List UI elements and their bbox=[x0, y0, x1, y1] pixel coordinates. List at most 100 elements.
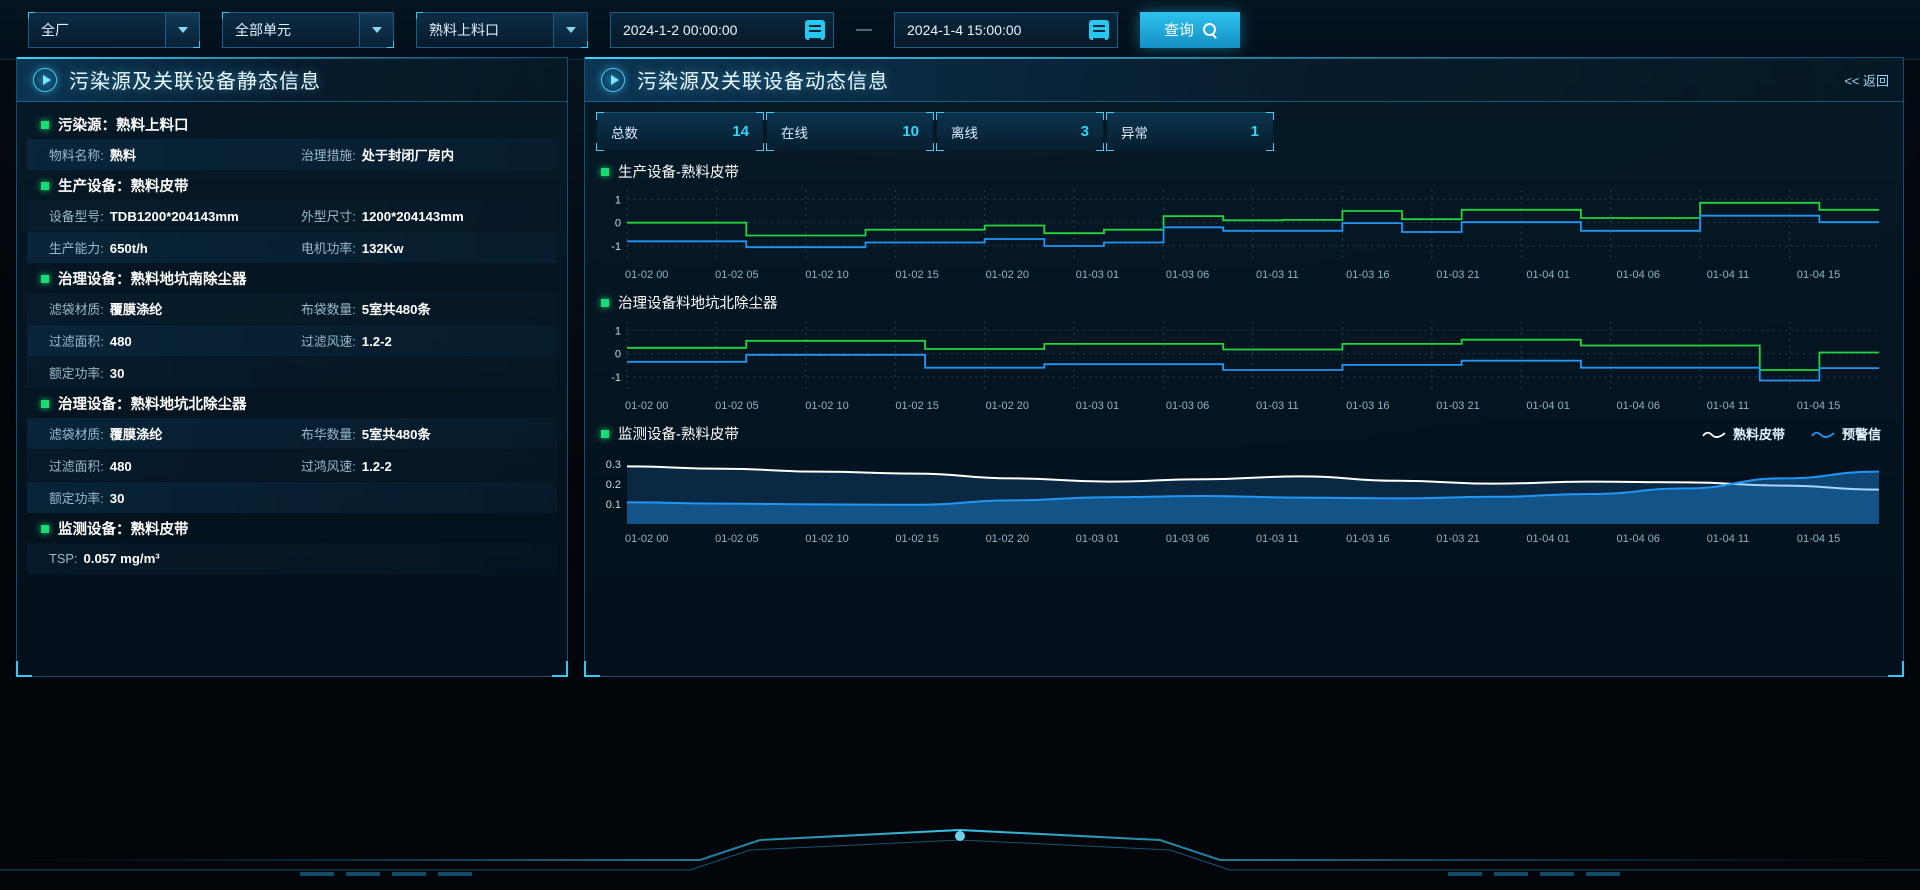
legend-item[interactable]: 熟料皮带 bbox=[1702, 424, 1785, 443]
x-tick-label: 01-03 11 bbox=[1255, 400, 1299, 412]
source-select-value: 熟料上料口 bbox=[429, 21, 499, 38]
y-tick-label: -1 bbox=[611, 241, 621, 253]
field-label: TSP: bbox=[49, 551, 78, 566]
x-tick-label: 01-02 20 bbox=[985, 533, 1029, 545]
x-tick-label: 01-03 11 bbox=[1255, 269, 1299, 281]
chart-block: 治理设备料地坑北除尘器 1 0 -1 01-02 00 01-02 05 01-02 10 0… bbox=[597, 292, 1891, 412]
chevron-down-icon[interactable] bbox=[165, 12, 199, 47]
status-badge[interactable]: 离线 3 bbox=[936, 112, 1104, 151]
field-label: 过滤面积: bbox=[49, 334, 104, 349]
field-value: 覆膜涤纶 bbox=[109, 427, 163, 442]
unit-select[interactable]: 全部单元 bbox=[222, 11, 394, 48]
chart-plot: 1 0 -1 bbox=[611, 321, 1879, 391]
corner-decor bbox=[581, 40, 588, 48]
x-tick-label: 01-03 16 bbox=[1346, 533, 1390, 545]
y-tick-label: 1 bbox=[615, 325, 621, 337]
field-value: 132Kw bbox=[361, 241, 404, 256]
x-tick-label: 01-04 11 bbox=[1706, 533, 1750, 545]
start-date-input[interactable]: 2024-1-2 00:00:00 bbox=[610, 11, 834, 48]
x-tick-label: 01-02 00 bbox=[625, 269, 669, 281]
group-label: 污染源：熟料上料口 bbox=[58, 118, 189, 134]
status-dot bbox=[41, 399, 49, 408]
legend-item[interactable]: 预警信 bbox=[1811, 424, 1881, 443]
stat-label: 在线 bbox=[781, 125, 808, 141]
field-label: 额定功率: bbox=[49, 366, 104, 381]
field-value: 480 bbox=[109, 334, 132, 349]
group-row: 治理设备：熟料地坑南除尘器 bbox=[27, 264, 557, 293]
x-tick-label: 01-04 06 bbox=[1616, 400, 1660, 412]
chart-plot: 0.3 0.2 0.1 bbox=[606, 459, 1880, 524]
stat-value: 10 bbox=[902, 123, 919, 140]
table-cell: 生产能力: 650t/h bbox=[27, 238, 279, 257]
y-tick-label: 1 bbox=[615, 194, 621, 206]
field-label: 生产能力: bbox=[49, 241, 104, 256]
calendar-icon[interactable] bbox=[1089, 19, 1109, 40]
header-highlight bbox=[585, 57, 1903, 59]
y-tick-label: 0 bbox=[615, 218, 621, 230]
series-line bbox=[627, 338, 1879, 371]
y-tick-label: 0 bbox=[615, 349, 621, 361]
status-badge[interactable]: 异常 1 bbox=[1106, 112, 1274, 151]
y-tick-label: 0.3 bbox=[606, 459, 621, 471]
field-label: 过滤风速: bbox=[301, 334, 356, 349]
x-tick-label: 01-04 15 bbox=[1796, 269, 1841, 281]
header-highlight bbox=[17, 57, 567, 59]
chevron-down-icon[interactable] bbox=[359, 12, 393, 47]
series-line bbox=[626, 470, 1880, 506]
stat-value: 14 bbox=[732, 123, 749, 140]
table-row: 额定功率: 30 bbox=[27, 357, 557, 388]
x-axis: 01-02 00 01-02 05 01-02 10 01-02 15 01-02 20… bbox=[597, 533, 1891, 545]
search-icon bbox=[1203, 23, 1216, 36]
x-tick-label: 01-03 01 bbox=[1075, 533, 1120, 545]
x-tick-label: 01-02 15 bbox=[895, 269, 939, 281]
field-value: 处于封闭厂房内 bbox=[361, 148, 455, 163]
stat-label: 离线 bbox=[951, 125, 978, 141]
corner-decor bbox=[416, 11, 423, 19]
x-tick-label: 01-02 00 bbox=[625, 533, 669, 545]
dynamic-panel-title: 污染源及关联设备动态信息 bbox=[637, 71, 889, 93]
series-area bbox=[627, 466, 1879, 524]
group-row: 监测设备：熟料皮带 bbox=[27, 514, 557, 543]
x-tick-label: 01-04 15 bbox=[1796, 533, 1841, 545]
table-cell: 布华数量: 5室共480条 bbox=[279, 424, 541, 443]
chevron-down-icon[interactable] bbox=[553, 12, 587, 47]
x-tick-label: 01-02 10 bbox=[805, 533, 849, 545]
status-badge[interactable]: 总数 14 bbox=[596, 112, 764, 151]
table-cell: 过滤面积: 480 bbox=[27, 331, 279, 350]
field-value: 30 bbox=[109, 491, 125, 506]
status-dot bbox=[41, 274, 49, 283]
x-tick-label: 01-02 05 bbox=[715, 400, 759, 412]
table-cell: 额定功率: 30 bbox=[27, 363, 279, 382]
group-label: 生产设备：熟料皮带 bbox=[58, 179, 189, 195]
group-row: 污染源：熟料上料口 bbox=[27, 110, 557, 139]
table-cell: 布袋数量: 5室共480条 bbox=[279, 299, 541, 318]
plant-select[interactable]: 全厂 bbox=[28, 11, 200, 48]
play-icon bbox=[601, 67, 625, 92]
corner-decor bbox=[387, 40, 394, 48]
end-date-input[interactable]: 2024-1-4 15:00:00 bbox=[894, 11, 1118, 48]
calendar-icon[interactable] bbox=[805, 19, 825, 40]
back-link[interactable]: << 返回 bbox=[1844, 73, 1889, 88]
x-tick-label: 01-02 10 bbox=[805, 400, 849, 412]
table-cell: 额定功率: 30 bbox=[27, 488, 279, 507]
dynamic-info-panel: 污染源及关联设备动态信息 << 返回 总数 14 在线 10 离线 3 异常 1 生产设备-熟… bbox=[584, 57, 1904, 677]
table-row: TSP: 0.057 mg/m³ bbox=[27, 543, 557, 574]
series-line bbox=[627, 201, 1879, 237]
table-cell: 设备型号: TDB1200*204143mm bbox=[27, 206, 279, 225]
x-tick-label: 01-02 15 bbox=[895, 533, 939, 545]
x-tick-label: 01-04 01 bbox=[1526, 400, 1570, 412]
legend-label: 预警信 bbox=[1841, 427, 1881, 442]
field-value: 650t/h bbox=[109, 241, 148, 256]
stat-label: 异常 bbox=[1121, 125, 1148, 141]
status-badge[interactable]: 在线 10 bbox=[766, 112, 934, 151]
table-row: 滤袋材质: 覆膜涤纶 布华数量: 5室共480条 bbox=[27, 418, 557, 449]
x-axis: 01-02 00 01-02 05 01-02 10 01-02 15 01-02 20… bbox=[597, 400, 1891, 412]
field-label: 滤袋材质: bbox=[49, 302, 104, 317]
page-title: 污染源及关联设备静态信息 bbox=[69, 71, 321, 93]
chart-plot: 1 0 -1 bbox=[611, 190, 1879, 260]
table-cell: 滤袋材质: 覆膜涤纶 bbox=[27, 299, 279, 318]
x-axis: 01-02 00 01-02 05 01-02 10 01-02 15 01-02 20… bbox=[597, 269, 1891, 281]
search-button[interactable]: 查询 bbox=[1140, 11, 1240, 48]
group-label: 治理设备：熟料地坑南除尘器 bbox=[58, 272, 247, 288]
source-select[interactable]: 熟料上料口 bbox=[416, 11, 588, 48]
